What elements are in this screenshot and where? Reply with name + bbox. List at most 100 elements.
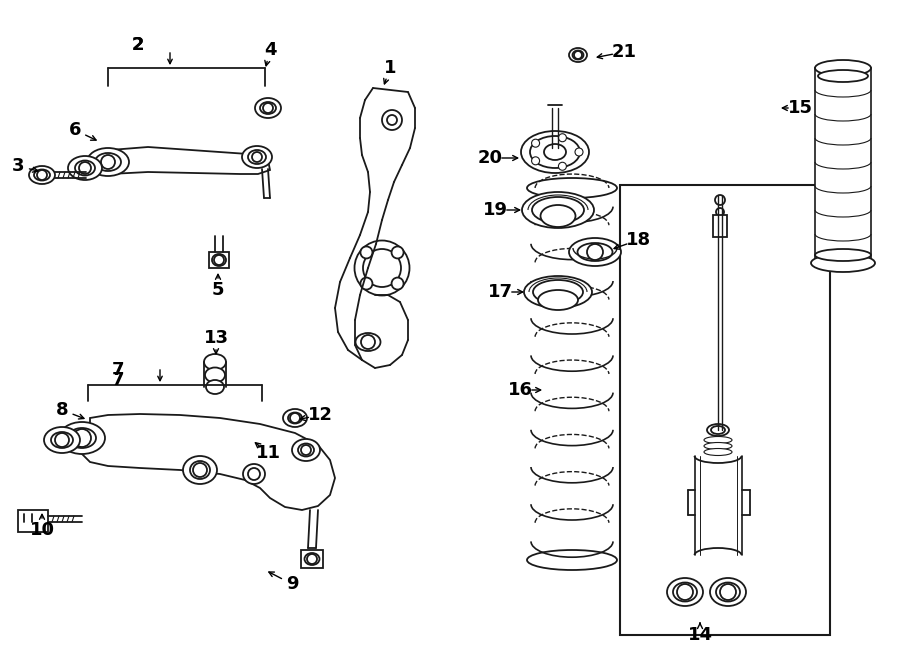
Circle shape: [558, 134, 566, 141]
Bar: [301, 550, 323, 568]
Ellipse shape: [716, 582, 740, 602]
Ellipse shape: [292, 439, 320, 461]
Ellipse shape: [707, 424, 729, 436]
Text: 15: 15: [788, 99, 813, 117]
Ellipse shape: [304, 553, 320, 565]
Circle shape: [360, 278, 373, 290]
Circle shape: [37, 170, 47, 180]
Circle shape: [214, 255, 224, 265]
Circle shape: [716, 208, 724, 216]
Ellipse shape: [87, 148, 129, 176]
Ellipse shape: [569, 48, 587, 62]
Text: 14: 14: [688, 626, 713, 644]
Text: 16: 16: [508, 381, 533, 399]
Circle shape: [263, 103, 273, 113]
Bar: [209, 252, 229, 268]
Ellipse shape: [190, 461, 210, 479]
Text: 1: 1: [383, 59, 396, 77]
Text: 18: 18: [626, 231, 651, 249]
Ellipse shape: [811, 254, 875, 272]
Ellipse shape: [75, 161, 95, 176]
Ellipse shape: [710, 578, 746, 606]
Ellipse shape: [355, 241, 410, 295]
Text: 7: 7: [112, 361, 124, 379]
Text: 5: 5: [212, 281, 224, 299]
Circle shape: [382, 110, 402, 130]
Circle shape: [387, 115, 397, 125]
Circle shape: [558, 162, 566, 171]
Circle shape: [532, 139, 540, 147]
Text: 8: 8: [56, 401, 68, 419]
Circle shape: [307, 554, 317, 564]
Circle shape: [532, 157, 540, 165]
Ellipse shape: [51, 432, 73, 448]
Circle shape: [715, 195, 725, 205]
Ellipse shape: [243, 464, 265, 484]
Ellipse shape: [212, 254, 226, 266]
Ellipse shape: [44, 427, 80, 453]
Circle shape: [79, 162, 91, 174]
Circle shape: [720, 584, 736, 600]
Circle shape: [73, 429, 91, 447]
Ellipse shape: [183, 456, 217, 484]
Ellipse shape: [521, 131, 589, 173]
Text: 13: 13: [203, 329, 229, 347]
Ellipse shape: [283, 409, 307, 427]
Ellipse shape: [538, 290, 578, 310]
Ellipse shape: [569, 238, 621, 266]
Circle shape: [361, 335, 375, 349]
Circle shape: [101, 155, 115, 169]
Bar: [620, 185, 830, 635]
Circle shape: [587, 244, 603, 260]
Ellipse shape: [578, 243, 613, 261]
Text: 2: 2: [131, 36, 144, 54]
Text: 11: 11: [256, 444, 281, 462]
Text: 9: 9: [286, 575, 298, 593]
Circle shape: [193, 463, 207, 477]
Circle shape: [677, 584, 693, 600]
Ellipse shape: [522, 192, 594, 228]
Ellipse shape: [242, 146, 272, 168]
Ellipse shape: [704, 449, 732, 455]
Ellipse shape: [530, 136, 580, 168]
Bar: [713, 215, 727, 237]
Circle shape: [575, 148, 583, 156]
Circle shape: [360, 247, 373, 258]
Text: 21: 21: [611, 43, 636, 61]
Ellipse shape: [248, 150, 266, 164]
Ellipse shape: [298, 444, 314, 457]
Ellipse shape: [527, 550, 617, 570]
Circle shape: [392, 278, 403, 290]
Ellipse shape: [205, 368, 225, 383]
Ellipse shape: [815, 249, 871, 261]
Ellipse shape: [204, 354, 226, 370]
Text: 6: 6: [68, 121, 81, 139]
Circle shape: [55, 433, 69, 447]
Ellipse shape: [533, 280, 583, 304]
Ellipse shape: [532, 197, 584, 223]
Ellipse shape: [59, 422, 105, 454]
Text: 7: 7: [112, 371, 124, 389]
Ellipse shape: [206, 380, 224, 394]
Text: 3: 3: [12, 157, 24, 175]
Ellipse shape: [29, 166, 55, 184]
Ellipse shape: [34, 169, 50, 180]
Ellipse shape: [815, 60, 871, 76]
Ellipse shape: [544, 144, 566, 160]
Circle shape: [301, 445, 311, 455]
Polygon shape: [80, 414, 335, 510]
Text: 10: 10: [30, 521, 55, 539]
Ellipse shape: [255, 98, 281, 118]
Ellipse shape: [95, 153, 121, 171]
Text: 20: 20: [478, 149, 502, 167]
Ellipse shape: [68, 156, 102, 180]
Ellipse shape: [68, 428, 96, 448]
Ellipse shape: [818, 70, 868, 82]
Circle shape: [252, 152, 262, 162]
Ellipse shape: [711, 426, 725, 434]
Text: 2: 2: [131, 36, 144, 54]
Ellipse shape: [667, 578, 703, 606]
Text: 12: 12: [308, 406, 332, 424]
Circle shape: [248, 468, 260, 480]
Ellipse shape: [524, 276, 592, 308]
